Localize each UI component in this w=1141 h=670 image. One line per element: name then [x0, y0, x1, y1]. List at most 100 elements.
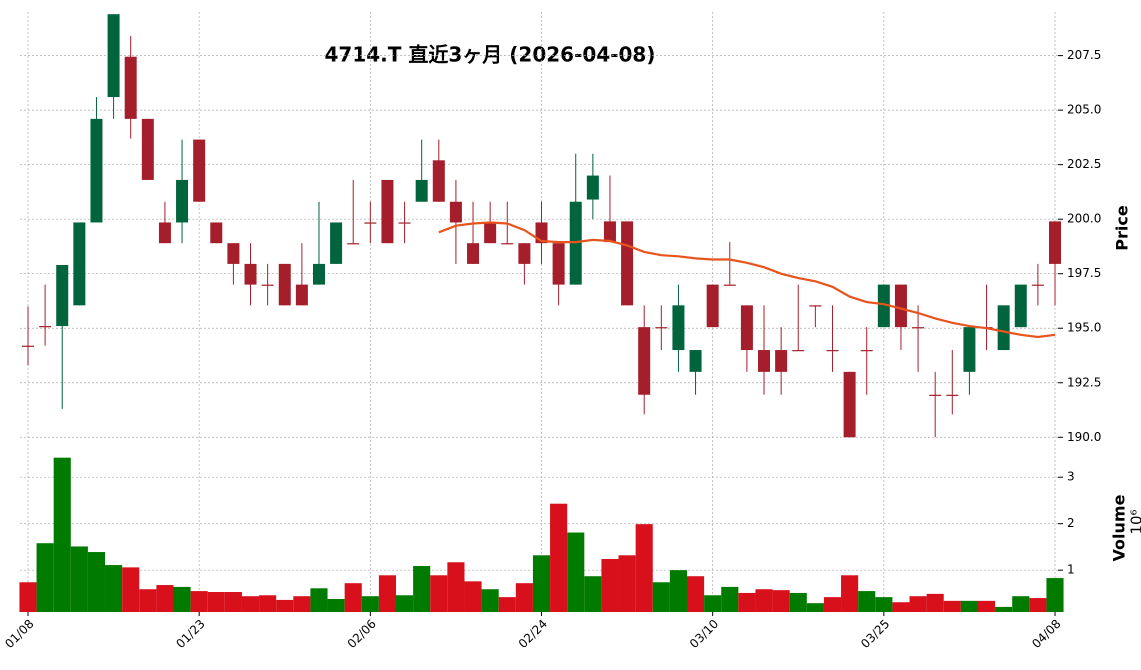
volume-bar [858, 591, 876, 612]
candle-body [946, 394, 959, 396]
x-tick-label: 01/23 [173, 617, 207, 651]
volume-bar [327, 598, 345, 612]
candle-body [894, 284, 907, 328]
volume-bar [241, 596, 260, 612]
volume-bar [892, 602, 910, 612]
volume-bar [396, 595, 414, 612]
candle-body [1031, 284, 1044, 286]
volume-bar [53, 457, 71, 612]
volume-bar [875, 597, 893, 612]
candle-body [1049, 221, 1061, 264]
y-tick-label: 195.0 [1067, 321, 1101, 335]
moving-average-line [438, 221, 1056, 339]
volume-bar [567, 532, 585, 612]
candle-body [740, 305, 753, 351]
candle-body [860, 350, 873, 352]
volume-bar [378, 575, 397, 612]
candle-body [39, 326, 52, 328]
volume-bar [823, 597, 842, 612]
candle-body [689, 350, 702, 372]
volume-bar [139, 589, 157, 612]
candle-body [73, 222, 86, 306]
candle-body [141, 118, 154, 180]
volume-bar [584, 576, 602, 612]
volume-bar [481, 589, 499, 612]
x-tick-label: 02/24 [516, 617, 550, 651]
candle-body [467, 243, 480, 264]
volume-bar [361, 596, 379, 612]
candle-body [809, 305, 822, 307]
candle-body [330, 222, 343, 264]
volume-bar [1029, 598, 1047, 612]
volume-bar [190, 591, 208, 612]
volume-axis-label: Volume [1110, 494, 1129, 561]
volume-bar [70, 546, 88, 612]
candle-body [706, 284, 719, 328]
x-tick-label: 01/08 [2, 617, 36, 651]
candle-body [158, 222, 171, 244]
candle-body [638, 327, 651, 395]
volume-bar [413, 565, 431, 612]
volume-bar [498, 597, 516, 612]
volume-bar [909, 596, 927, 612]
volume-bar [344, 583, 362, 612]
candle-body [90, 118, 103, 223]
volume-bar [977, 600, 996, 612]
volume-bar [806, 603, 824, 612]
candle-body [621, 221, 634, 306]
candle-body [775, 350, 788, 372]
candle-body [501, 243, 514, 245]
volume-offset-label: 10⁶ [1128, 509, 1141, 534]
volume-bar [310, 588, 328, 612]
candle-body [193, 139, 206, 202]
volume-bar [19, 582, 37, 612]
candle-body [552, 243, 565, 285]
candle-body [381, 179, 394, 244]
volume-bar [224, 592, 242, 612]
candle-body [997, 305, 1010, 351]
volume-bar [532, 555, 551, 612]
volume-bar [789, 592, 807, 612]
volume-bar [550, 503, 568, 612]
volume-bar [207, 592, 225, 612]
y-tick-label: 205.0 [1067, 103, 1101, 117]
candle-body [449, 201, 462, 223]
volume-bar [293, 596, 311, 612]
volume-bar [721, 586, 739, 612]
x-tick-label: 04/08 [1029, 617, 1063, 651]
volume-tick-label: 1 [1067, 563, 1075, 577]
y-tick-label: 200.0 [1067, 212, 1101, 226]
volume-bar [1046, 578, 1064, 612]
candle-body [655, 327, 668, 329]
candle-body [484, 222, 497, 244]
candle-body [792, 350, 805, 352]
candle-body [278, 263, 291, 306]
volume-bar [515, 583, 533, 612]
candle-body [364, 222, 377, 224]
candle-body [124, 56, 137, 119]
volume-bar [173, 586, 191, 612]
candle-body [398, 222, 411, 224]
volume-bar [960, 600, 978, 612]
candle-body [295, 284, 308, 306]
candle-body [877, 284, 890, 328]
volume-bar [841, 575, 859, 612]
volume-bar [464, 581, 482, 612]
candle-body [176, 179, 189, 223]
candle-body [603, 221, 616, 243]
candle-body [912, 327, 925, 329]
candle-body [244, 263, 257, 285]
x-tick-label: 03/10 [687, 617, 721, 651]
candle-body [723, 284, 736, 286]
y-tick-label: 192.5 [1067, 375, 1101, 389]
candle-body [22, 345, 34, 347]
volume-bar [635, 524, 653, 612]
candle-body [347, 243, 360, 245]
volume-bar [926, 593, 944, 612]
volume-tick-label: 3 [1067, 470, 1075, 484]
chart-title: 4714.T 直近3ヶ月 (2026-04-08) [325, 43, 656, 67]
volume-bar [601, 559, 619, 612]
candle-body [107, 14, 120, 98]
volume-bar [755, 589, 773, 612]
